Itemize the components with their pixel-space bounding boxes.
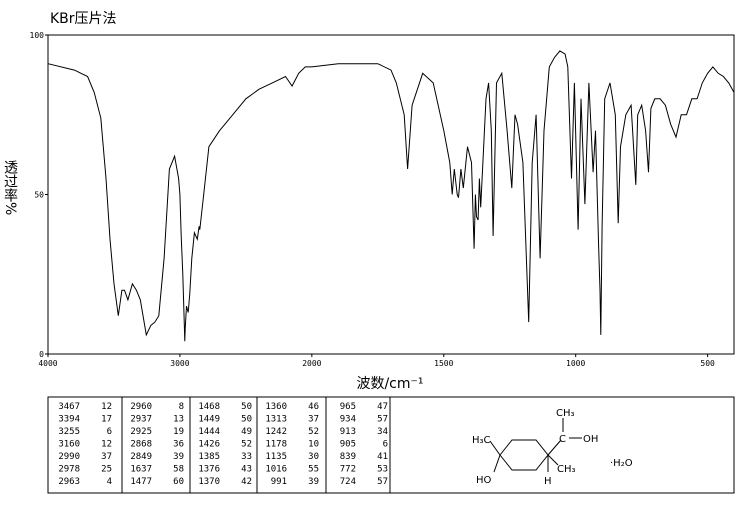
structure-label: CH₃ (557, 464, 576, 475)
peak-wavenumber: 1135 (265, 452, 287, 462)
x-tick-label: 500 (700, 359, 715, 368)
x-tick-label: 3000 (170, 359, 189, 368)
spectrum-line (47, 50, 735, 342)
peak-transmittance: 37 (101, 452, 112, 462)
peak-wavenumber: 3394 (58, 415, 80, 425)
peak-transmittance: 4 (107, 477, 112, 487)
peak-transmittance: 43 (241, 465, 252, 475)
y-axis-label: 透过率% (2, 160, 18, 215)
peak-wavenumber: 839 (340, 452, 356, 462)
peak-transmittance: 53 (377, 465, 388, 475)
structure-label: ·H₂O (610, 458, 633, 469)
peak-wavenumber: 2978 (58, 465, 80, 475)
peak-transmittance: 47 (377, 402, 388, 412)
peak-wavenumber: 2937 (130, 415, 152, 425)
peak-wavenumber: 2925 (130, 427, 152, 437)
peak-transmittance: 50 (241, 415, 252, 425)
peak-transmittance: 19 (173, 427, 184, 437)
peak-wavenumber: 2963 (58, 477, 80, 487)
structure-label: OH (583, 434, 598, 445)
peak-transmittance: 33 (241, 452, 252, 462)
peak-transmittance: 52 (241, 440, 252, 450)
y-tick-label: 50 (34, 191, 44, 200)
y-tick-label: 100 (30, 31, 45, 40)
peak-wavenumber: 1178 (265, 440, 287, 450)
peak-transmittance: 57 (377, 477, 388, 487)
peak-transmittance: 17 (101, 415, 112, 425)
peak-wavenumber: 1360 (265, 402, 287, 412)
peak-transmittance: 6 (383, 440, 388, 450)
peak-wavenumber: 724 (340, 477, 356, 487)
peak-transmittance: 55 (308, 465, 319, 475)
peak-transmittance: 12 (101, 402, 112, 412)
peak-wavenumber: 1426 (198, 440, 220, 450)
peak-wavenumber: 1242 (265, 427, 287, 437)
peak-transmittance: 49 (241, 427, 252, 437)
structure-bonds (489, 418, 582, 473)
peak-wavenumber: 1444 (198, 427, 220, 437)
peak-wavenumber: 1477 (130, 477, 152, 487)
peak-wavenumber: 934 (340, 415, 356, 425)
peak-transmittance: 10 (308, 440, 319, 450)
peak-transmittance: 46 (308, 402, 319, 412)
peak-transmittance: 8 (179, 402, 184, 412)
x-tick-label: 4000 (38, 359, 57, 368)
peak-transmittance: 58 (173, 465, 184, 475)
structure-label: CH₃ (556, 408, 575, 419)
peak-wavenumber: 2960 (130, 402, 152, 412)
peak-wavenumber: 3255 (58, 427, 80, 437)
peak-transmittance: 42 (241, 477, 252, 487)
peak-transmittance: 13 (173, 415, 184, 425)
x-axis-label: 波数/cm⁻¹ (356, 376, 423, 392)
peak-transmittance: 34 (377, 427, 388, 437)
peak-wavenumber: 2849 (130, 452, 152, 462)
structure-label: H (544, 476, 552, 487)
peak-transmittance: 52 (308, 427, 319, 437)
x-tick-label: 1000 (566, 359, 585, 368)
structure-label: HO (476, 475, 492, 486)
peak-transmittance: 60 (173, 477, 184, 487)
x-tick-label: 1500 (434, 359, 453, 368)
peak-wavenumber: 1449 (198, 415, 220, 425)
peak-transmittance: 50 (241, 402, 252, 412)
peak-wavenumber: 3160 (58, 440, 80, 450)
peak-wavenumber: 2868 (130, 440, 152, 450)
peak-wavenumber: 1468 (198, 402, 220, 412)
plot-frame (47, 34, 735, 355)
peak-wavenumber: 772 (340, 465, 356, 475)
peak-transmittance: 57 (377, 415, 388, 425)
peak-transmittance: 25 (101, 465, 112, 475)
peak-wavenumber: 965 (340, 402, 356, 412)
chart-title: KBr压片法 (50, 11, 117, 27)
peak-transmittance: 37 (308, 415, 319, 425)
peak-wavenumber: 991 (271, 477, 287, 487)
peak-transmittance: 41 (377, 452, 388, 462)
peak-wavenumber: 1370 (198, 477, 220, 487)
y-tick-label: 0 (39, 350, 44, 359)
peak-wavenumber: 1385 (198, 452, 220, 462)
table-frame (47, 396, 735, 494)
peak-transmittance: 12 (101, 440, 112, 450)
peak-wavenumber: 905 (340, 440, 356, 450)
x-tick-label: 2000 (302, 359, 321, 368)
peak-wavenumber: 1637 (130, 465, 152, 475)
peak-wavenumber: 913 (340, 427, 356, 437)
peak-transmittance: 36 (173, 440, 184, 450)
peak-wavenumber: 1376 (198, 465, 220, 475)
peak-wavenumber: 2990 (58, 452, 80, 462)
peak-transmittance: 39 (173, 452, 184, 462)
peak-wavenumber: 3467 (58, 402, 80, 412)
peak-transmittance: 6 (107, 427, 112, 437)
peak-wavenumber: 1016 (265, 465, 287, 475)
structure-label: C (559, 434, 566, 445)
peak-transmittance: 30 (308, 452, 319, 462)
peak-transmittance: 39 (308, 477, 319, 487)
peak-wavenumber: 1313 (265, 415, 287, 425)
structure-label: H₃C (472, 435, 491, 446)
